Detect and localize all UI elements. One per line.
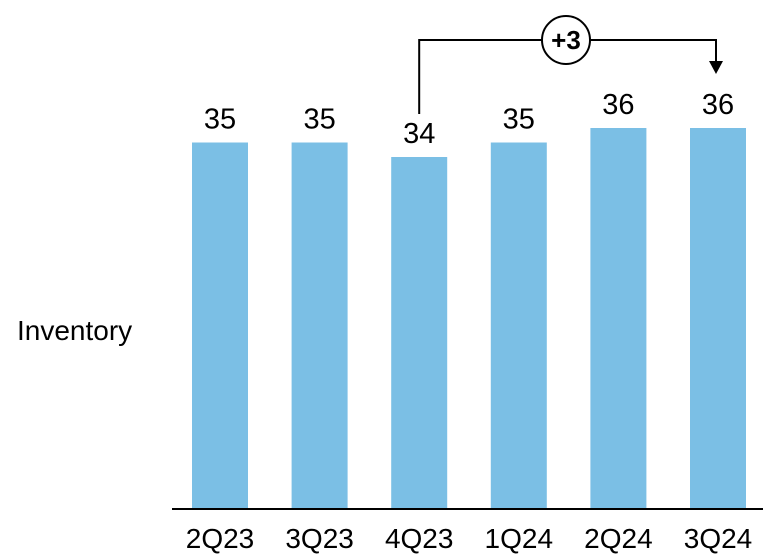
tick-label-4Q23: 4Q23 <box>385 523 454 554</box>
delta-bracket-right <box>590 39 717 63</box>
tick-label-1Q24: 1Q24 <box>485 523 554 554</box>
delta-annotation: +3 <box>418 15 723 114</box>
value-labels-group: 35 35 34 35 36 36 <box>204 89 734 150</box>
delta-badge-label: +3 <box>551 25 581 55</box>
bar-4Q23 <box>391 157 448 509</box>
tick-label-2Q24: 2Q24 <box>584 523 653 554</box>
value-label-2Q23: 35 <box>204 104 236 136</box>
bar-1Q24 <box>490 142 547 509</box>
value-label-2Q24: 36 <box>602 89 634 121</box>
value-label-1Q24: 35 <box>503 104 535 136</box>
y-axis-label: Inventory <box>17 315 132 346</box>
value-label-3Q23: 35 <box>303 104 335 136</box>
delta-badge-circle <box>541 15 591 65</box>
delta-arrowhead <box>709 61 723 74</box>
delta-bracket-left <box>418 39 542 114</box>
value-label-4Q23: 34 <box>403 118 435 150</box>
x-tick-labels-group: 2Q23 3Q23 4Q23 1Q24 2Q24 3Q24 <box>186 523 753 554</box>
value-label-3Q24: 36 <box>702 89 734 121</box>
bar-2Q24 <box>590 128 647 509</box>
tick-label-3Q24: 3Q24 <box>684 523 753 554</box>
tick-label-3Q23: 3Q23 <box>285 523 354 554</box>
bar-3Q24 <box>690 128 746 509</box>
tick-label-2Q23: 2Q23 <box>186 523 255 554</box>
bar-3Q23 <box>291 142 348 509</box>
bar-2Q23 <box>192 142 248 509</box>
bars-group <box>192 128 746 509</box>
